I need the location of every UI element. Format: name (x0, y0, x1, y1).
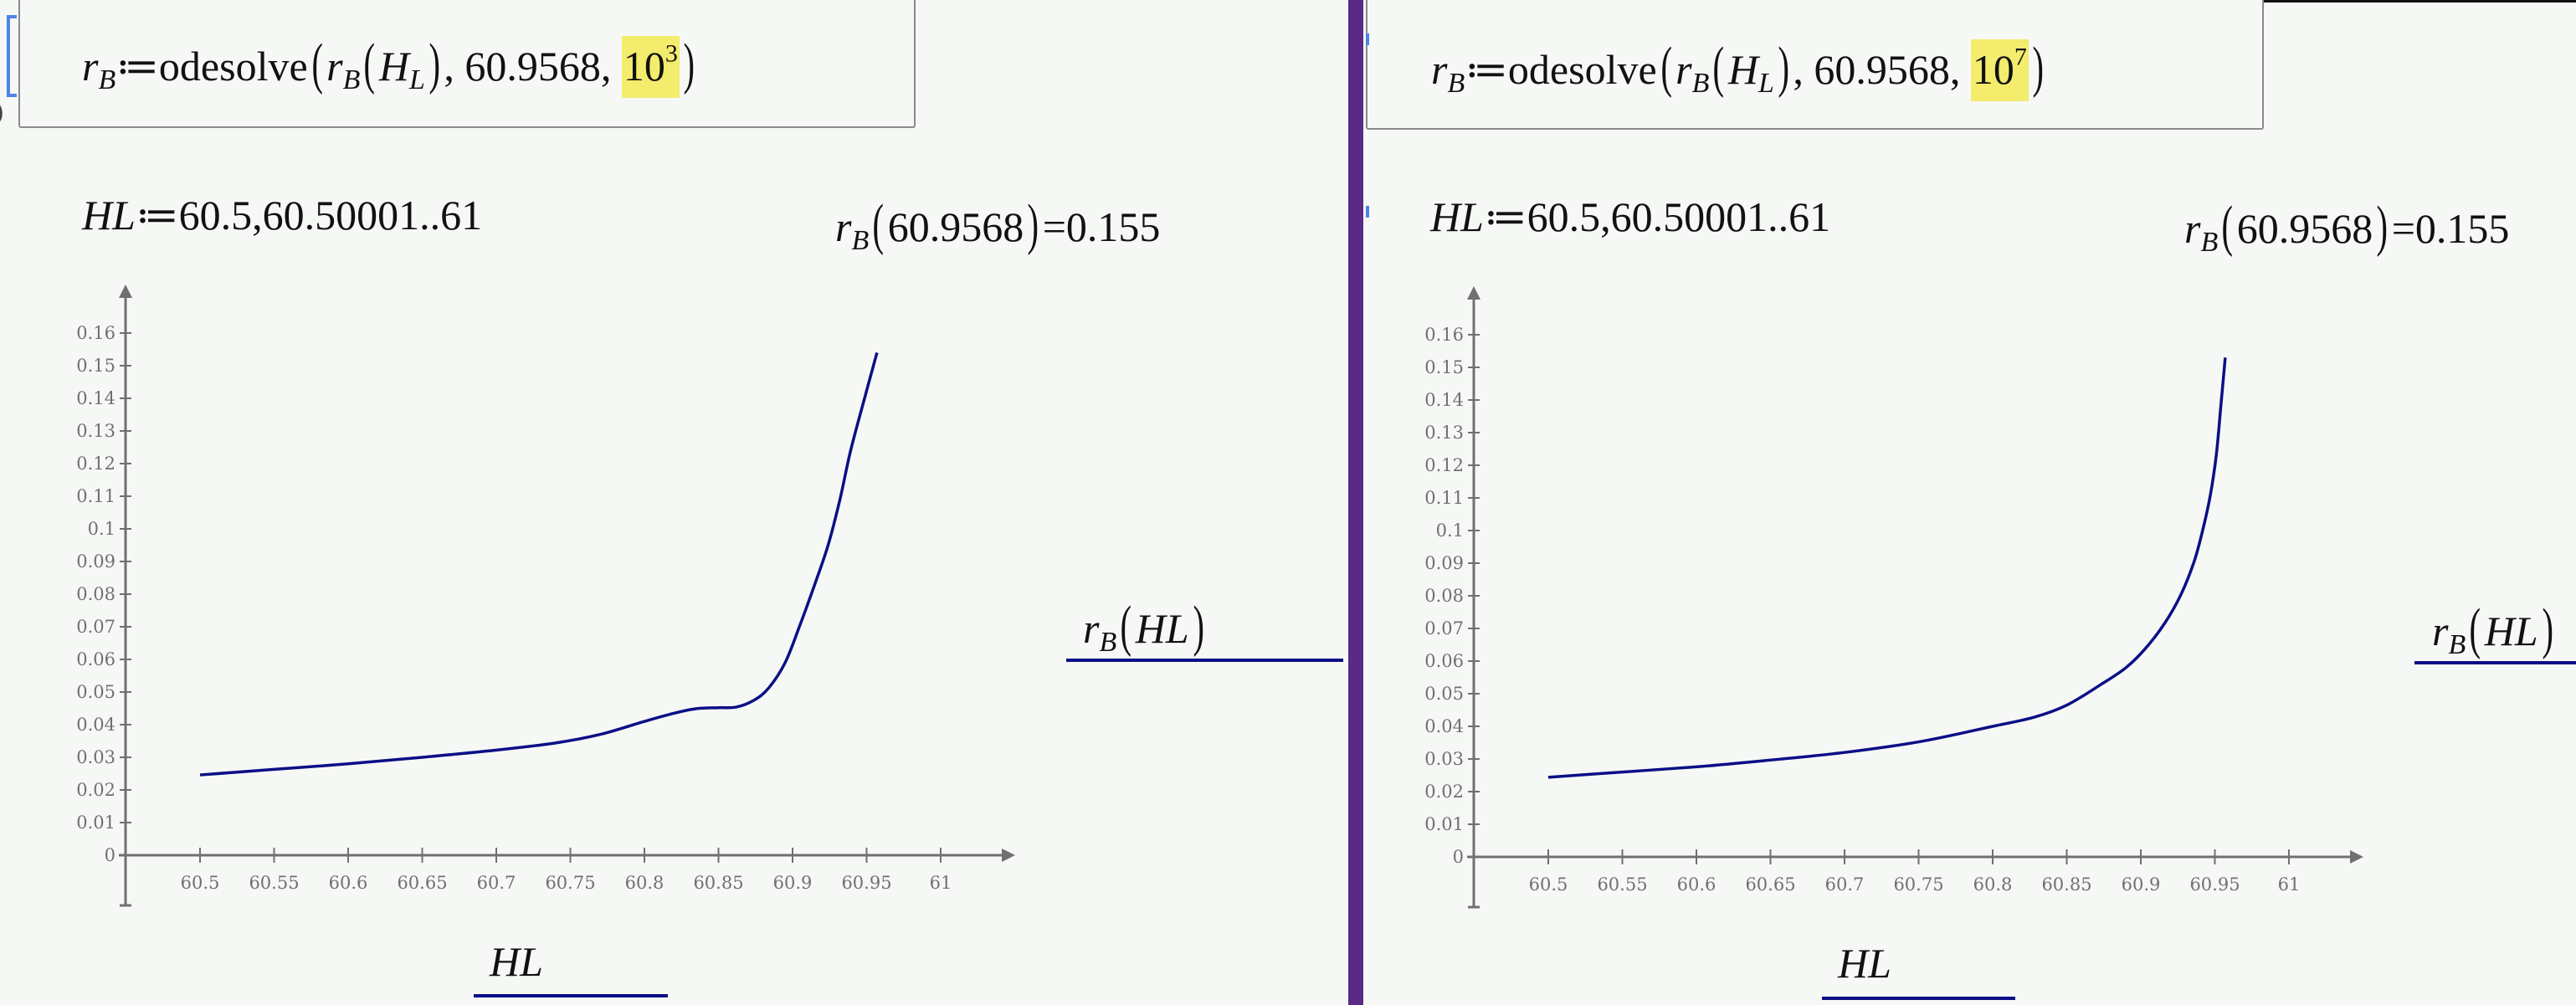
x-tick-label: 60.55 (1597, 874, 1647, 895)
y-tick-label: 0.06 (1424, 651, 1464, 671)
y-tick-label: 0.12 (76, 454, 115, 474)
y-tick-label: 0.07 (1424, 618, 1464, 638)
highlighted-steps-argument[interactable]: 103 (621, 36, 680, 98)
y-tick-label: 0.01 (76, 813, 115, 833)
partial-paren-glyph: ) (0, 99, 4, 126)
x-tick-label: 61 (930, 873, 952, 893)
x-tick-label: 60.5 (1529, 874, 1568, 895)
y-tick-label: 0.13 (76, 421, 115, 441)
x-tick-label: 60.55 (249, 873, 299, 893)
right-x-axis-title-underline (1822, 997, 2015, 1000)
r-b-trace[interactable] (1547, 357, 2227, 779)
y-tick-label: 0.09 (76, 551, 115, 572)
y-tick-label: 0.1 (1436, 520, 1464, 541)
y-tick-label: 0.06 (76, 649, 115, 669)
r-b-trace[interactable] (199, 351, 879, 777)
y-tick-label: 0.01 (1424, 814, 1464, 834)
y-tick-label: 0.12 (1424, 455, 1464, 475)
y-tick-label: 0.03 (76, 747, 115, 767)
x-axis-arrow-icon (1002, 849, 1015, 862)
left-x-axis-title[interactable]: HL (490, 938, 543, 985)
y-tick-label: 0 (105, 845, 115, 865)
y-tick-label: 0.16 (1424, 325, 1464, 345)
y-tick-label: 0.15 (1424, 357, 1464, 377)
right-evaluation-result[interactable]: rB(60.9568)=0.155 (2184, 194, 2510, 259)
x-tick-label: 60.7 (477, 873, 516, 893)
x-tick-label: 60.75 (1893, 874, 1943, 895)
y-tick-label: 0 (1453, 847, 1464, 867)
right-legend-label[interactable]: rB(HL) (2432, 597, 2553, 661)
x-tick-label: 61 (2278, 874, 2301, 895)
y-axis-arrow-icon (119, 285, 132, 298)
left-definition-region[interactable] (18, 0, 916, 128)
right-definition-region[interactable] (1366, 0, 2264, 130)
function-name: odesolve (1507, 46, 1657, 93)
right-legend-trace-swatch (2414, 661, 2576, 664)
y-tick-label: 0.03 (1424, 749, 1464, 769)
y-tick-label: 0.05 (1424, 684, 1464, 704)
y-tick-label: 0.15 (76, 356, 115, 376)
left-legend-trace-swatch (1066, 659, 1343, 662)
y-tick-label: 0.1 (88, 519, 115, 539)
selection-bracket-icon (7, 15, 17, 97)
x-tick-label: 60.9 (773, 873, 813, 893)
x-tick-label: 60.6 (329, 873, 368, 893)
right-odesolve-definition[interactable]: rB≔odesolve(rB(HL), 60.9568, 107) (1431, 37, 2047, 101)
function-name: odesolve (158, 43, 308, 90)
y-tick-label: 0.11 (1424, 488, 1464, 508)
x-tick-label: 60.65 (397, 873, 447, 893)
y-tick-label: 0.09 (1424, 553, 1464, 573)
y-tick-label: 0.16 (76, 323, 115, 343)
x-tick-label: 60.5 (181, 873, 220, 893)
x-tick-label: 60.75 (545, 873, 595, 893)
y-tick-label: 0.02 (76, 780, 115, 800)
y-tick-label: 0.05 (76, 682, 115, 702)
worksheet-page-divider (1348, 0, 1363, 1005)
y-tick-label: 0.08 (1424, 586, 1464, 606)
x-tick-label: 60.6 (1677, 874, 1716, 895)
x-tick-label: 60.85 (693, 873, 743, 893)
y-tick-label: 0.13 (1424, 423, 1464, 443)
x-tick-label: 60.65 (1745, 874, 1795, 895)
x-tick-label: 60.95 (841, 873, 891, 893)
x-axis-arrow-icon (2350, 850, 2363, 864)
x-tick-label: 60.95 (2189, 874, 2240, 895)
y-tick-label: 0.11 (76, 486, 115, 506)
y-tick-label: 0.14 (76, 388, 115, 408)
y-tick-label: 0.07 (76, 617, 115, 637)
left-x-axis-title-underline (474, 994, 668, 997)
x-tick-label: 60.9 (2122, 874, 2161, 895)
highlighted-steps-argument[interactable]: 107 (1970, 39, 2029, 101)
y-tick-label: 0.04 (1424, 716, 1464, 736)
right-x-axis-title[interactable]: HL (1838, 940, 1891, 987)
x-tick-label: 60.8 (1973, 874, 2013, 895)
x-tick-label: 60.7 (1825, 874, 1865, 895)
x-tick-label: 60.8 (625, 873, 665, 893)
selection-marker-top (1366, 33, 1369, 45)
left-evaluation-result[interactable]: rB(60.9568)=0.155 (835, 192, 1161, 257)
y-axis-arrow-icon (1467, 286, 1480, 300)
y-tick-label: 0.08 (76, 584, 115, 604)
y-tick-label: 0.04 (76, 715, 115, 735)
y-tick-label: 0.02 (1424, 782, 1464, 802)
y-tick-label: 0.14 (1424, 390, 1464, 410)
x-tick-label: 60.85 (2041, 874, 2091, 895)
selection-marker-bottom (1366, 206, 1369, 218)
left-odesolve-definition[interactable]: rB≔odesolve(rB(HL), 60.9568, 103) (82, 33, 698, 98)
right-range-definition[interactable]: HL≔60.5,60.50001..61 (1430, 193, 1831, 240)
left-range-definition[interactable]: HL≔60.5,60.50001..61 (82, 192, 483, 238)
left-legend-label[interactable]: rB(HL) (1083, 594, 1204, 659)
